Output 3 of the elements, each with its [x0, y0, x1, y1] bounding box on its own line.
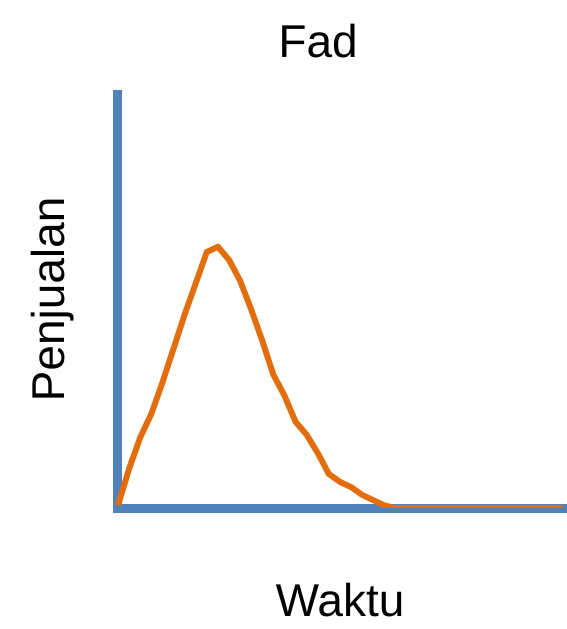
x-axis-title: Waktu: [274, 573, 406, 627]
y-axis-title: Penjualan: [21, 196, 75, 402]
chart-title: Fad: [277, 14, 359, 68]
